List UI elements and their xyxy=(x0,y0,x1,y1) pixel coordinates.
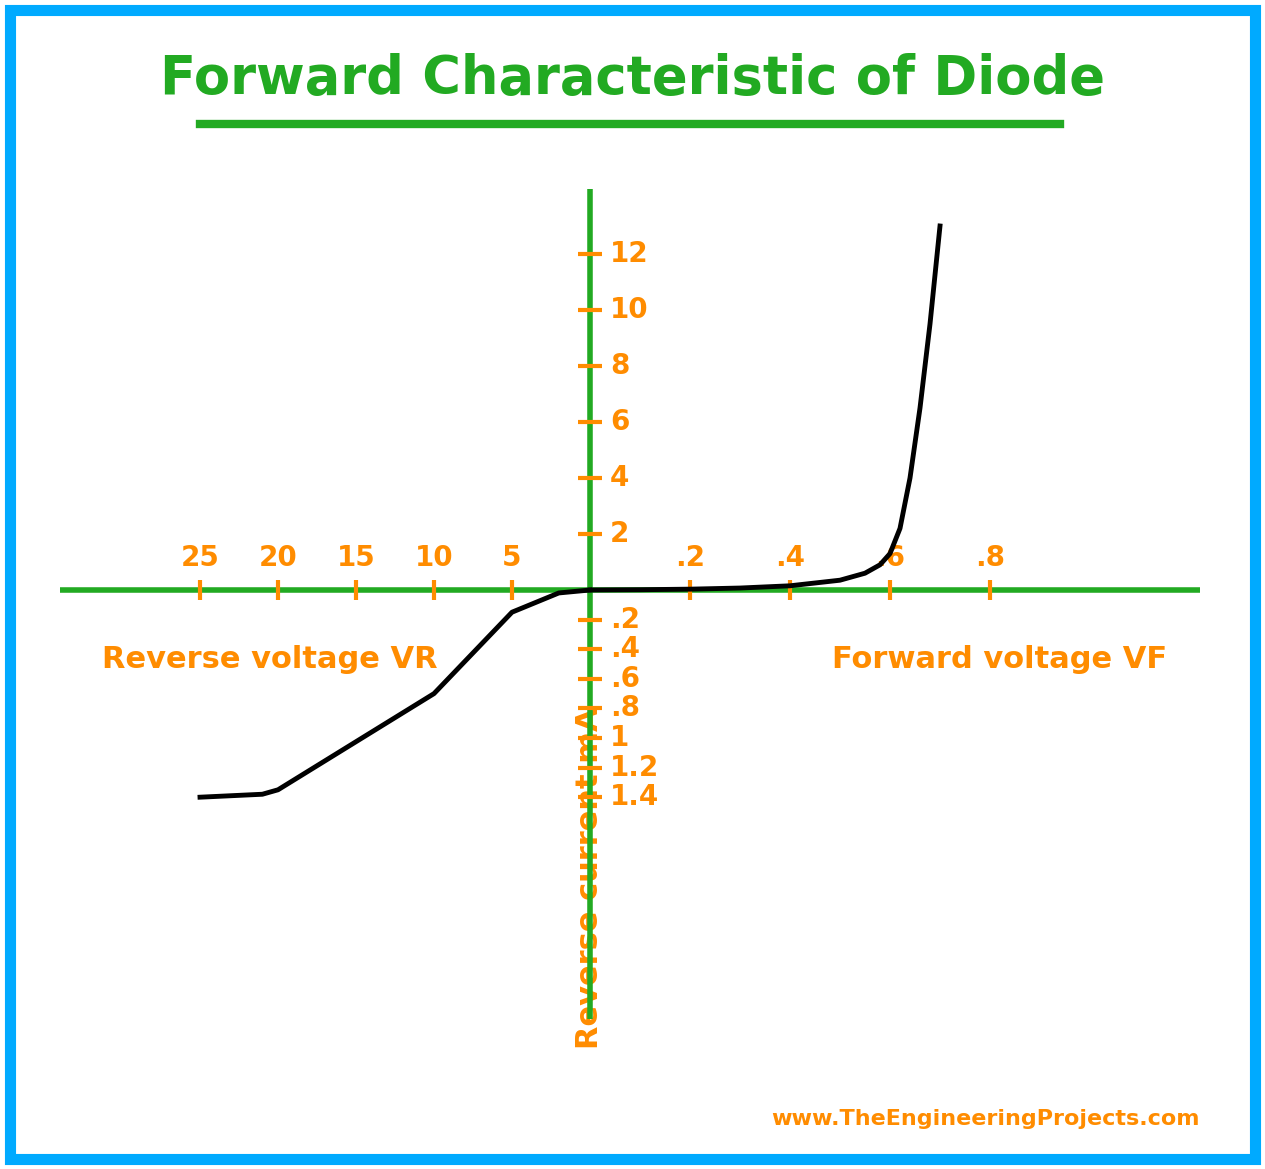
Text: .4: .4 xyxy=(775,544,805,572)
Text: Reverse current mA: Reverse current mA xyxy=(576,707,605,1049)
Text: Forward voltage VF: Forward voltage VF xyxy=(832,645,1168,675)
Text: Reverse voltage VR: Reverse voltage VR xyxy=(102,645,438,675)
Text: 6: 6 xyxy=(610,408,630,436)
Text: 1.2: 1.2 xyxy=(610,754,659,782)
Text: www.TheEngineeringProjects.com: www.TheEngineeringProjects.com xyxy=(772,1109,1200,1129)
Text: .2: .2 xyxy=(610,606,640,634)
Text: 12: 12 xyxy=(610,240,649,268)
Text: 25: 25 xyxy=(181,544,219,572)
Text: 8: 8 xyxy=(610,352,630,380)
Text: .6: .6 xyxy=(875,544,904,572)
Text: .8: .8 xyxy=(975,544,1004,572)
Text: .4: .4 xyxy=(610,635,640,663)
Text: .6: .6 xyxy=(610,665,640,693)
Text: 1: 1 xyxy=(610,724,629,752)
Text: 5: 5 xyxy=(502,544,521,572)
Text: 10: 10 xyxy=(415,544,453,572)
Text: 20: 20 xyxy=(258,544,297,572)
Text: 4: 4 xyxy=(610,464,630,492)
Text: 2: 2 xyxy=(610,520,630,548)
Text: .2: .2 xyxy=(676,544,705,572)
Text: 10: 10 xyxy=(610,296,649,324)
Text: Forward Characteristic of Diode: Forward Characteristic of Diode xyxy=(159,53,1104,105)
Text: 15: 15 xyxy=(336,544,376,572)
Text: 1.4: 1.4 xyxy=(610,783,659,811)
Text: .8: .8 xyxy=(610,694,640,722)
